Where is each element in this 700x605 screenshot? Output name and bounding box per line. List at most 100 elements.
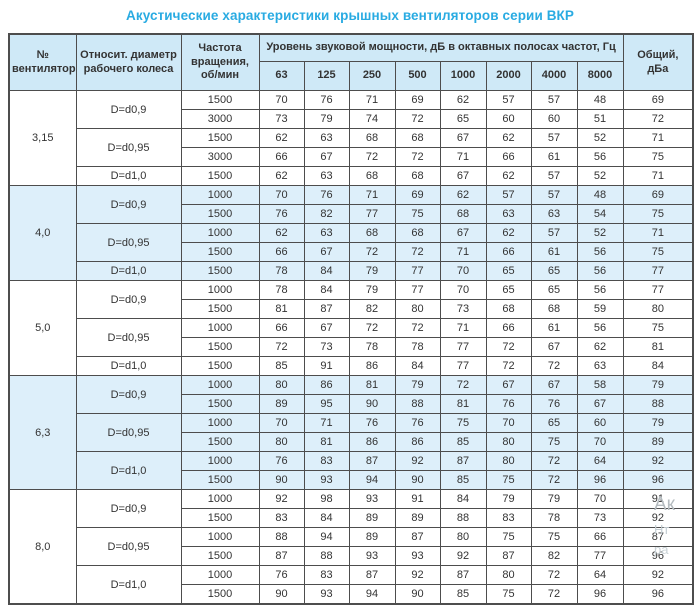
level-cell-1000hz: 71 [439, 318, 487, 338]
table-row: 3,15 D=d0,9 1500 70 76 71 69 62 57 57 48 69 [8, 90, 694, 186]
level-cell-1000hz: 85 [439, 470, 487, 490]
total-cell: 75 [622, 318, 694, 338]
diameter-cell: D=d1,0 [75, 356, 182, 376]
table-body: 3,15 D=d0,9 1500 70 76 71 69 62 57 57 48 69 3000 73 79… [8, 90, 694, 605]
diameter-cell: D=d0,9 [75, 90, 182, 129]
level-cell-250hz: 87 [348, 451, 396, 471]
level-cell-4000hz: 72 [530, 584, 578, 605]
fan-number-cell: 3,15 [8, 90, 77, 186]
level-cell-63hz: 66 [258, 318, 305, 338]
level-cell-63hz: 88 [258, 527, 305, 547]
level-cell-8000hz: 54 [576, 204, 624, 224]
speed-cell: 1500 [180, 432, 260, 452]
level-cell-125hz: 98 [303, 489, 350, 509]
total-cell: 71 [622, 223, 694, 243]
level-cell-1000hz: 73 [439, 299, 487, 319]
level-cell-500hz: 92 [394, 451, 441, 471]
level-cell-63hz: 78 [258, 261, 305, 281]
level-cell-2000hz: 62 [485, 166, 532, 186]
fan-number-cell: 8,0 [8, 489, 77, 605]
speed-cell: 1500 [180, 128, 260, 148]
total-cell: 88 [622, 394, 694, 414]
level-cell-63hz: 80 [258, 375, 305, 395]
level-cell-125hz: 76 [303, 185, 350, 205]
level-cell-125hz: 63 [303, 128, 350, 148]
level-cell-500hz: 68 [394, 223, 441, 243]
total-cell: 79 [622, 413, 694, 433]
total-cell: 92 [622, 508, 694, 528]
level-cell-1000hz: 87 [439, 565, 487, 585]
col-header-sound-power-group: Уровень звуковой мощности, дБ в октавных… [258, 33, 624, 62]
diameter-cell: D=d1,0 [75, 166, 182, 186]
level-cell-63hz: 70 [258, 185, 305, 205]
fan-number-cell: 6,3 [8, 375, 77, 490]
level-cell-8000hz: 59 [576, 299, 624, 319]
diameter-cell: D=d0,9 [75, 489, 182, 528]
col-header-freq-4000: 4000 [530, 61, 578, 91]
level-cell-2000hz: 57 [485, 185, 532, 205]
level-cell-125hz: 67 [303, 147, 350, 167]
level-cell-2000hz: 72 [485, 356, 532, 376]
speed-cell: 1500 [180, 204, 260, 224]
level-cell-500hz: 69 [394, 185, 441, 205]
level-cell-63hz: 70 [258, 90, 305, 110]
level-cell-250hz: 76 [348, 413, 396, 433]
speed-cell: 1000 [180, 565, 260, 585]
page-title: Акустические характеристики крышных вент… [125, 8, 574, 23]
col-header-freq-250: 250 [348, 61, 396, 91]
diameter-cell: D=d0,9 [75, 185, 182, 224]
level-cell-2000hz: 57 [485, 90, 532, 110]
level-cell-63hz: 76 [258, 204, 305, 224]
col-header-fan-number: № вентилятора [8, 33, 77, 91]
level-cell-1000hz: 62 [439, 185, 487, 205]
speed-cell: 1000 [180, 413, 260, 433]
col-header-freq-125: 125 [303, 61, 350, 91]
level-cell-125hz: 84 [303, 261, 350, 281]
level-cell-125hz: 86 [303, 375, 350, 395]
level-cell-2000hz: 60 [485, 109, 532, 129]
level-cell-4000hz: 72 [530, 356, 578, 376]
diameter-cell: D=d1,0 [75, 261, 182, 281]
level-cell-125hz: 93 [303, 584, 350, 605]
table-row: D=d1,0 1000 76 83 87 92 87 80 72 64 92 [9, 451, 694, 490]
level-cell-125hz: 84 [303, 280, 350, 300]
catalog-page: Акустические характеристики крышных вент… [0, 8, 700, 605]
level-cell-8000hz: 51 [576, 109, 624, 129]
level-cell-500hz: 91 [394, 489, 441, 509]
level-cell-4000hz: 76 [530, 394, 578, 414]
level-cell-250hz: 86 [348, 356, 396, 376]
table-row: 1500 90 93 94 90 85 75 72 96 96 [9, 470, 694, 490]
speed-cell: 3000 [180, 109, 260, 129]
table-row: D=d1,0 1500 62 63 68 68 67 62 57 52 71 [9, 166, 694, 186]
level-cell-4000hz: 79 [530, 489, 578, 509]
speed-cell: 1500 [180, 394, 260, 414]
level-cell-2000hz: 67 [485, 375, 532, 395]
level-cell-250hz: 89 [348, 527, 396, 547]
speed-cell: 1500 [180, 584, 260, 605]
table-row: 1500 89 95 90 88 81 76 76 67 88 [9, 394, 694, 414]
level-cell-63hz: 87 [258, 546, 305, 566]
level-cell-63hz: 76 [258, 451, 305, 471]
level-cell-2000hz: 72 [485, 337, 532, 357]
level-cell-4000hz: 57 [530, 166, 578, 186]
total-cell: 77 [622, 280, 694, 300]
total-cell: 75 [622, 147, 694, 167]
level-cell-8000hz: 48 [576, 185, 624, 205]
col-header-speed: Частота вращения, об/мин [180, 33, 260, 91]
total-cell: 71 [622, 166, 694, 186]
level-cell-8000hz: 58 [576, 375, 624, 395]
table-row: D=d1,0 1500 85 91 86 84 77 72 72 63 84 [9, 356, 694, 376]
table-row: 6,3 D=d0,9 1000 80 86 81 79 72 67 67 58 79 [8, 375, 694, 490]
level-cell-4000hz: 72 [530, 451, 578, 471]
level-cell-2000hz: 87 [485, 546, 532, 566]
level-cell-63hz: 72 [258, 337, 305, 357]
level-cell-4000hz: 82 [530, 546, 578, 566]
level-cell-500hz: 77 [394, 280, 441, 300]
level-cell-250hz: 90 [348, 394, 396, 414]
total-cell: 81 [622, 337, 694, 357]
level-cell-4000hz: 65 [530, 261, 578, 281]
table-row: D=d0,95 1000 62 63 68 68 67 62 57 52 71 [9, 223, 694, 262]
level-cell-1000hz: 77 [439, 337, 487, 357]
table-row: 1500 80 81 86 86 85 80 75 70 89 [9, 432, 694, 452]
level-cell-250hz: 72 [348, 242, 396, 262]
